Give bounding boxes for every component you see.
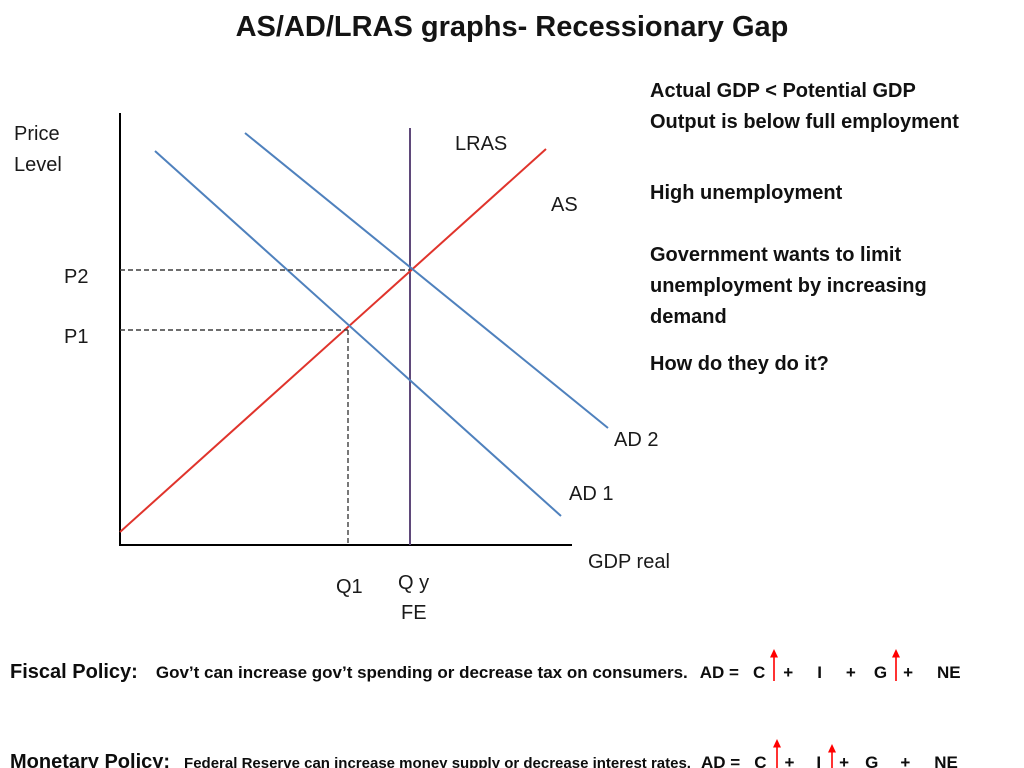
qy-label: Q y	[398, 572, 430, 594]
note-question: How do they do it?	[650, 353, 829, 375]
as-line	[119, 148, 547, 533]
up-arrow-icon	[828, 744, 837, 768]
note-high-unemployment: High unemployment	[650, 182, 843, 204]
ad1-label: AD 1	[569, 483, 614, 505]
eq-plus: +	[839, 753, 850, 768]
ad2-label: AD 2	[614, 429, 659, 451]
arrow-head	[892, 649, 901, 658]
ad1-line	[154, 150, 562, 517]
eq-plus: +	[783, 663, 794, 682]
page-title: AS/AD/LRAS graphs- Recessionary Gap	[235, 11, 789, 43]
fe-label: FE	[401, 602, 427, 624]
eq-term-ad: AD =	[700, 753, 741, 768]
eq-term-c: C	[752, 663, 766, 682]
eq-plus: +	[784, 753, 795, 768]
arrow-head	[773, 739, 782, 748]
y-axis-label: Price Level	[14, 119, 62, 181]
y-axis-label-line1: Price	[14, 123, 60, 145]
up-arrow-icon	[770, 649, 779, 681]
up-arrow-icon	[773, 739, 782, 768]
eq-term-i: I	[817, 663, 822, 682]
q1-label: Q1	[336, 576, 363, 598]
arrow-head	[770, 649, 779, 658]
eq-term-i: I	[816, 753, 822, 768]
fiscal-policy-sentence: Gov’t can increase gov’t spending or dec…	[155, 663, 688, 682]
note-government-goal: Government wants to limit unemployment b…	[650, 244, 927, 328]
monetary-policy-row: Monetary Policy: Federal Reserve can inc…	[10, 712, 958, 768]
fiscal-policy-label: Fiscal Policy:	[10, 661, 138, 683]
p1-label: P1	[64, 326, 89, 348]
eq-term-g: G	[873, 663, 888, 682]
arrow-head	[828, 744, 837, 753]
x-axis-label: GDP real	[588, 551, 670, 573]
eq-plus: +	[845, 663, 856, 682]
eq-term-c: C	[754, 753, 767, 768]
eq-term-ne: NE	[937, 663, 961, 682]
up-arrow-icon	[892, 649, 901, 681]
eq-term-g: G	[865, 753, 879, 768]
note-gdp-comparison: Actual GDP < Potential GDP	[650, 80, 916, 102]
fiscal-policy-row: Fiscal Policy: Gov’t can increase gov’t …	[10, 644, 961, 684]
eq-term-ne: NE	[934, 753, 958, 768]
as-label: AS	[551, 194, 578, 216]
eq-term-ad: AD =	[699, 663, 739, 682]
ad2-line	[244, 132, 609, 429]
note-output-below-full-employment: Output is below full employment	[650, 111, 959, 133]
y-axis-label-line2: Level	[14, 154, 62, 176]
eq-plus: +	[900, 753, 911, 768]
eq-plus: +	[903, 663, 914, 682]
p2-label: P2	[64, 266, 89, 288]
monetary-policy-label: Monetary Policy:	[10, 751, 171, 768]
lras-label: LRAS	[455, 133, 508, 155]
monetary-policy-sentence: Federal Reserve can increase money suppl…	[184, 755, 691, 768]
